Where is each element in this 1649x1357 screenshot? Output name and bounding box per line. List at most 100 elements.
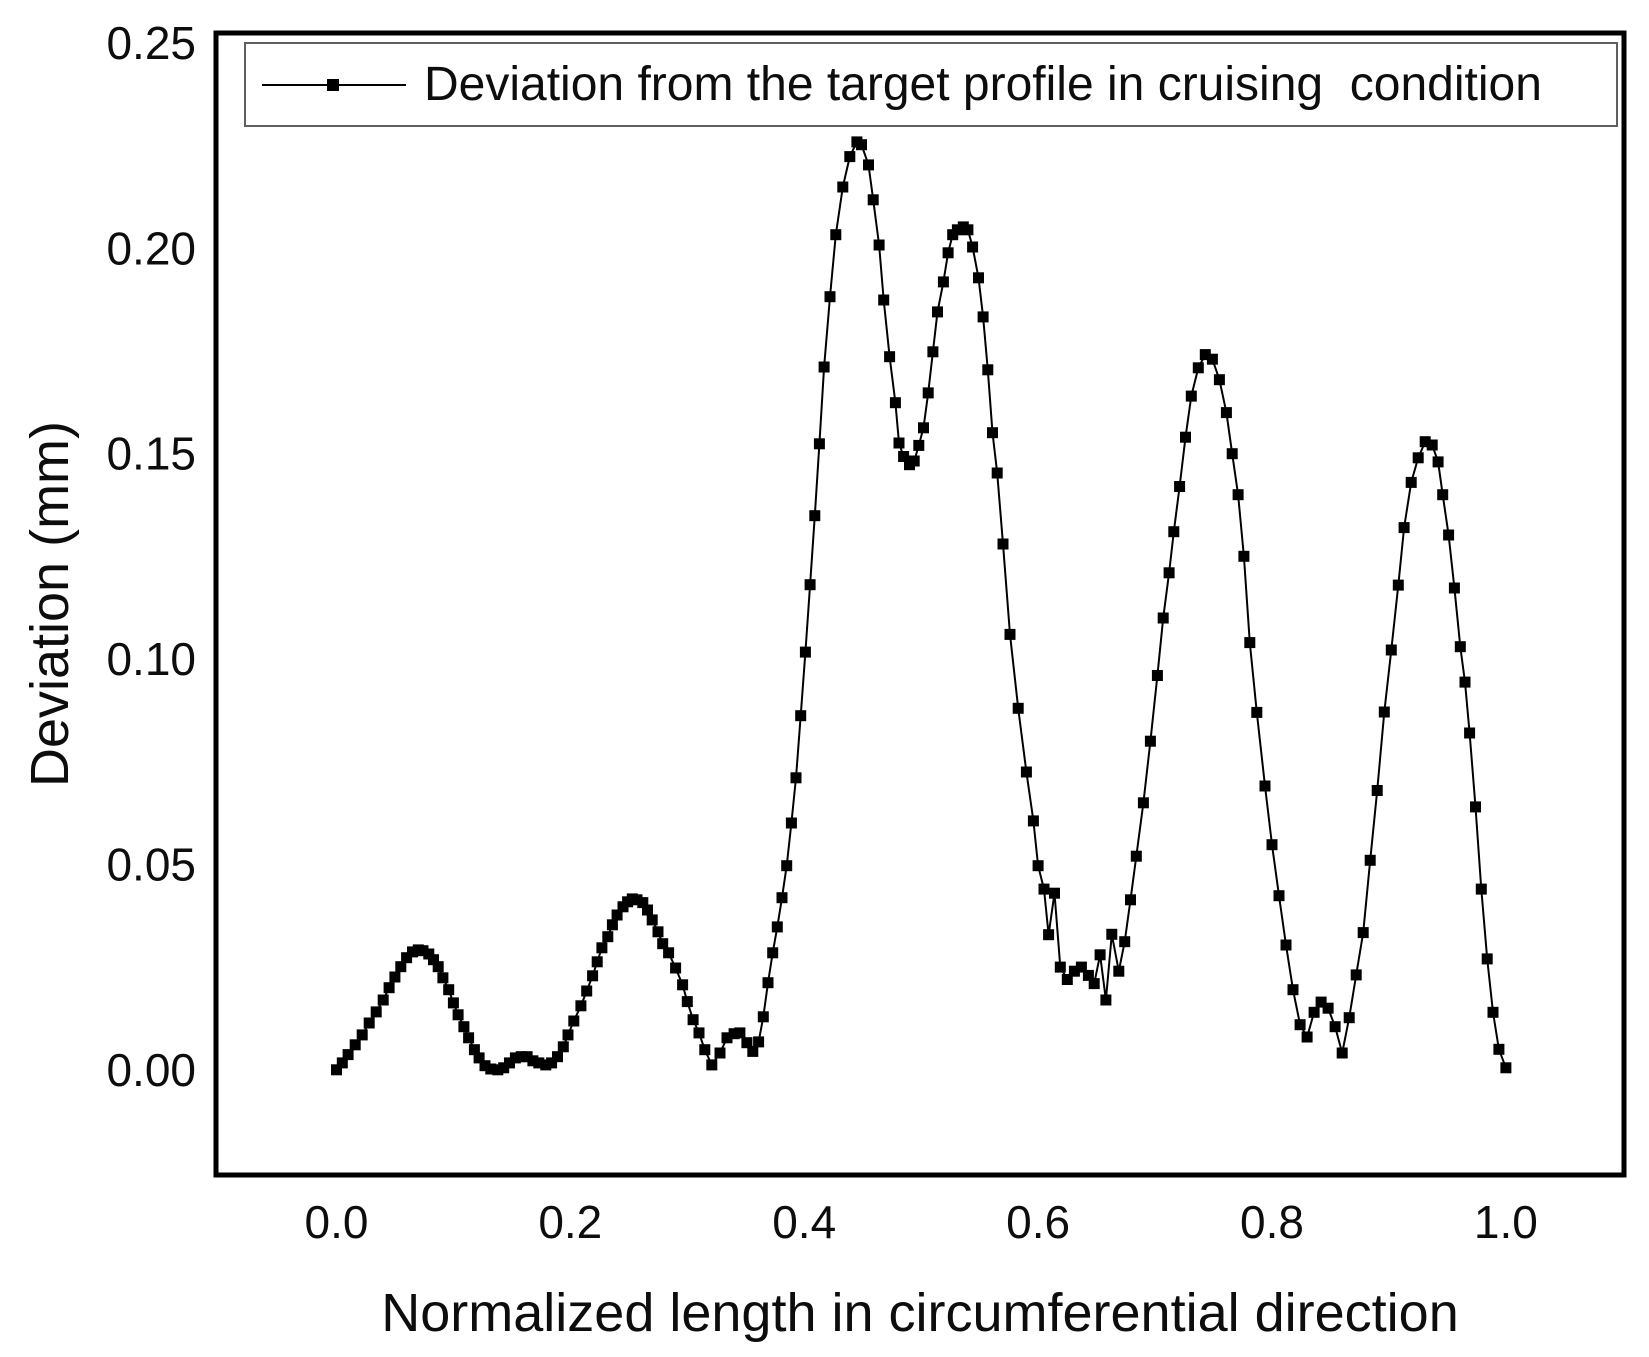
series-marker — [515, 1051, 527, 1063]
series-marker — [1027, 815, 1039, 827]
series-marker — [1470, 801, 1481, 813]
series-marker — [1493, 1043, 1505, 1055]
series-marker — [1315, 996, 1327, 1008]
series-marker — [1437, 489, 1449, 501]
series-marker — [942, 247, 954, 259]
series-marker — [342, 1049, 354, 1061]
series-marker — [767, 947, 779, 959]
x-tick-label: 0.6 — [1006, 1196, 1070, 1248]
series-marker — [395, 961, 407, 973]
series-marker — [417, 945, 429, 957]
y-tick-label: 0.15 — [106, 428, 196, 480]
series-marker — [1180, 431, 1191, 443]
series-marker — [1343, 1012, 1355, 1024]
series-marker — [1054, 961, 1066, 973]
series-marker — [383, 982, 395, 994]
series-marker — [1049, 887, 1060, 899]
series-marker — [734, 1027, 746, 1039]
series-marker — [893, 437, 905, 449]
x-axis-title: Normalized length in circumferential dir… — [381, 1283, 1459, 1343]
series-marker — [799, 646, 811, 658]
series-marker — [898, 451, 910, 462]
series-marker — [611, 909, 623, 921]
plot-frame — [213, 30, 1627, 1178]
series-marker — [1336, 1047, 1348, 1059]
series-marker — [540, 1059, 552, 1071]
series-marker — [830, 229, 842, 241]
series-marker — [785, 817, 797, 829]
series-marker — [1163, 567, 1175, 579]
series-marker — [657, 938, 669, 950]
series-marker — [1357, 927, 1369, 939]
series-marker — [804, 579, 816, 591]
series-marker — [1487, 1006, 1499, 1018]
series-marker — [1454, 641, 1466, 653]
series-marker — [533, 1057, 545, 1069]
series-marker — [1151, 670, 1163, 681]
series-marker — [677, 979, 689, 991]
series-marker — [1130, 850, 1142, 862]
series-marker — [1213, 374, 1225, 386]
series-marker — [336, 1057, 348, 1069]
series-marker — [479, 1060, 491, 1072]
series-marker — [982, 364, 994, 376]
series-marker — [437, 972, 449, 984]
series-marker — [1475, 883, 1487, 895]
series-marker — [562, 1029, 574, 1041]
series-marker — [552, 1051, 563, 1063]
series-marker — [1266, 839, 1278, 851]
series-marker — [918, 422, 929, 434]
series-marker — [856, 139, 867, 151]
series-marker — [1238, 550, 1250, 562]
series-marker — [913, 439, 925, 451]
series-marker — [602, 931, 614, 943]
series-marker — [997, 538, 1009, 550]
series-marker — [863, 159, 874, 171]
series-marker — [693, 1027, 705, 1039]
series-marker — [967, 241, 979, 253]
series-marker — [1174, 481, 1186, 492]
series-marker — [663, 947, 675, 959]
series-marker — [790, 772, 802, 784]
series-marker — [1137, 797, 1149, 809]
series-marker — [452, 1009, 464, 1021]
series-marker — [1068, 965, 1080, 977]
series-marker — [1443, 529, 1455, 541]
x-tick-label: 0.0 — [305, 1196, 369, 1248]
series-marker — [646, 914, 658, 926]
series-marker — [504, 1057, 515, 1069]
series-marker — [1251, 706, 1263, 718]
series-marker — [1032, 860, 1044, 872]
series-marker — [706, 1059, 718, 1071]
series-marker — [721, 1032, 733, 1044]
series-marker — [1106, 928, 1118, 940]
series-marker — [937, 276, 949, 288]
series-marker — [1232, 489, 1244, 501]
series-marker — [652, 926, 664, 938]
series-marker — [776, 892, 788, 904]
series-marker — [1448, 582, 1460, 594]
series-marker — [1329, 1021, 1341, 1033]
series-marker — [468, 1044, 480, 1056]
series-marker — [1378, 706, 1390, 718]
series-marker — [1004, 628, 1016, 640]
x-tick-label: 0.4 — [772, 1196, 836, 1248]
x-tick-label: 1.0 — [1474, 1196, 1538, 1248]
series-marker — [867, 194, 879, 206]
series-marker — [922, 387, 934, 399]
series-marker — [951, 224, 963, 236]
series-marker — [1220, 407, 1232, 419]
series-marker — [1280, 939, 1292, 951]
series-marker — [591, 956, 603, 968]
series-marker — [1464, 727, 1476, 739]
series-marker — [1192, 362, 1204, 374]
series-marker — [670, 962, 682, 974]
series-marker — [1144, 735, 1156, 747]
series-marker — [370, 1006, 382, 1018]
series-marker — [637, 897, 649, 909]
series-marker — [889, 397, 901, 409]
series-marker — [1020, 766, 1032, 778]
series-marker — [1088, 978, 1100, 990]
series-marker — [962, 224, 974, 236]
